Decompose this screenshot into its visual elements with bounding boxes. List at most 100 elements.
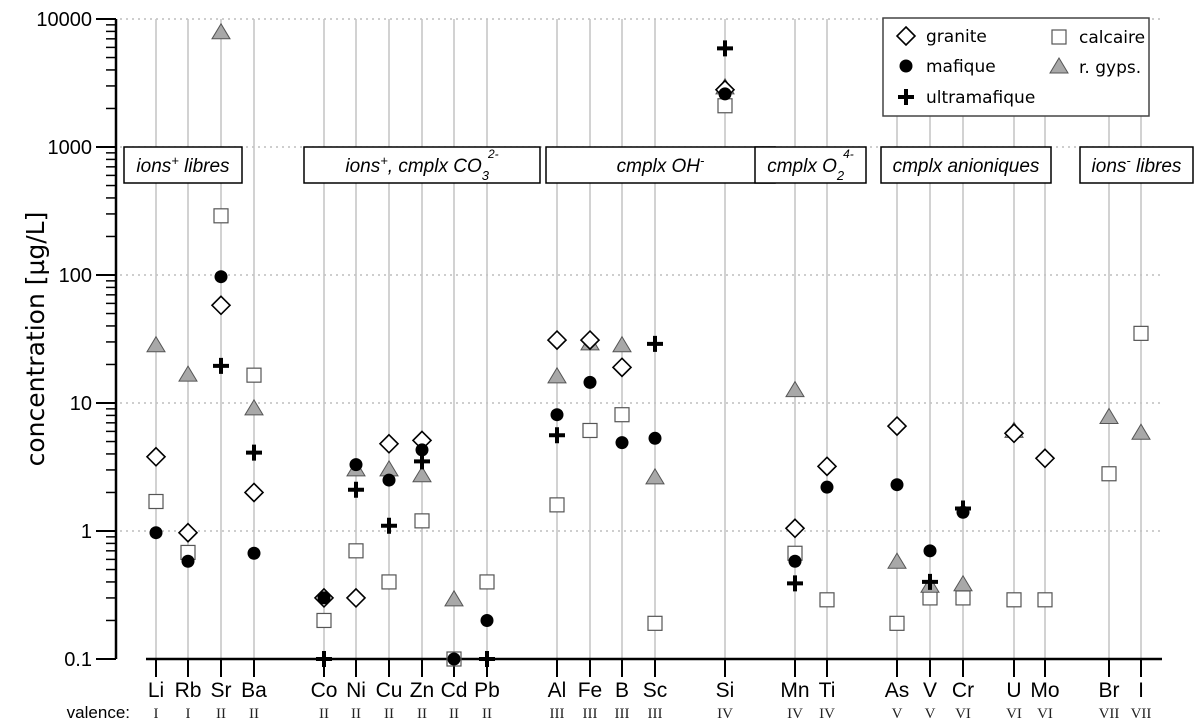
x-tick-label-zn: Zn — [410, 679, 435, 702]
data-point-ultramafique-zn — [414, 453, 430, 470]
y-tick-label: 10000 — [36, 9, 92, 31]
data-point-mafique-li — [149, 526, 163, 540]
data-point-mafique-cd — [447, 652, 461, 666]
x-tick-label-ni: Ni — [346, 679, 366, 702]
data-point-mafique-zn — [415, 443, 429, 457]
data-point-calcaire-sc — [647, 615, 663, 631]
data-point-granite-sr — [210, 295, 232, 316]
valence-label: VII — [1131, 706, 1152, 722]
data-point-calcaire-u — [1006, 592, 1022, 608]
data-point-ultramafique-cr — [955, 500, 971, 517]
legend-frame — [882, 17, 1150, 117]
data-point-calcaire-mo — [1037, 592, 1053, 608]
valence-label: IV — [819, 706, 835, 722]
data-point-granite-ba — [243, 482, 265, 503]
data-point-granite-u — [1003, 423, 1025, 444]
data-point-granite-b — [611, 357, 633, 378]
data-point-granite-al — [546, 329, 568, 351]
group-label-text: cmplx OH- — [617, 153, 705, 178]
circle-icon — [899, 59, 913, 73]
data-point-ultramafique-mn — [787, 575, 803, 592]
x-tick-label-as: As — [885, 679, 910, 702]
data-point-mafique-cu — [382, 473, 396, 487]
data-point-mafique-mn — [788, 554, 802, 568]
axes: 1000010001001010.1LiIRbISrIIBaIICoIINiII… — [36, 9, 1162, 722]
group-label-box: ions+ libres — [123, 146, 243, 184]
data-point-r_gyps-b — [612, 335, 632, 353]
data-point-calcaire-ba — [246, 367, 262, 383]
y-axis-label: concentration [µg/L] — [21, 212, 50, 467]
valence-label: II — [449, 706, 459, 722]
legend: granite calcaire mafique r. gyps. ultramafiq… — [882, 17, 1150, 117]
valence-title: valence: — [67, 703, 130, 722]
data-point-granite-mn — [784, 518, 806, 539]
valence-label: VII — [1099, 706, 1120, 722]
x-tick-label-li: Li — [148, 679, 164, 702]
group-box-frame — [303, 146, 541, 184]
x-tick-label-rb: Rb — [175, 679, 202, 702]
data-point-calcaire-cu — [381, 574, 397, 590]
x-tick-label-fe: Fe — [578, 679, 603, 702]
valence-label: III — [583, 706, 598, 722]
data-point-r_gyps-ba — [244, 398, 264, 416]
data-point-calcaire-sr — [213, 208, 229, 224]
triangle-icon — [1049, 57, 1069, 74]
legend-label: r. gyps. — [1079, 58, 1141, 78]
group-label-text: cmplx O24- — [767, 147, 854, 183]
x-tick-label-si: Si — [716, 679, 735, 702]
data-point-calcaire-zn — [414, 513, 430, 529]
data-point-calcaire-v — [922, 590, 938, 606]
y-tick-label: 10 — [70, 393, 92, 415]
valence-label: II — [216, 706, 226, 722]
diamond-icon — [895, 25, 917, 47]
data-point-r_gyps-as — [887, 552, 907, 569]
data-point-calcaire-li — [148, 493, 164, 510]
group-label-box: ions+, cmplx CO32- — [303, 146, 541, 184]
valence-label: V — [925, 706, 936, 722]
valence-label: VI — [1037, 706, 1053, 722]
valence-label: VI — [955, 706, 971, 722]
data-point-r_gyps-br — [1099, 407, 1119, 425]
x-tick-label-u: U — [1006, 679, 1021, 702]
data-point-r_gyps-cd — [444, 589, 464, 607]
data-point-calcaire-si — [717, 98, 733, 114]
group-box-frame — [123, 146, 243, 184]
valence-label: V — [892, 706, 903, 722]
legend-item-calcaire: calcaire — [1051, 28, 1145, 48]
data-point-r_gyps-sc — [645, 467, 665, 485]
x-tick-label-br: Br — [1099, 679, 1120, 702]
data-point-mafique-co — [317, 591, 331, 605]
series-granite — [145, 79, 1056, 609]
data-point-granite-ni — [345, 587, 367, 609]
x-tick-label-cd: Cd — [441, 679, 468, 702]
group-label-box: cmplx OH- — [545, 146, 776, 184]
data-markers — [145, 22, 1151, 667]
data-point-r_gyps-sr — [211, 22, 231, 40]
data-point-mafique-fe — [583, 375, 597, 389]
group-label-text: ions+, cmplx CO32- — [345, 147, 498, 183]
group-box-frame — [754, 146, 867, 184]
y-tick-label: 1000 — [48, 137, 93, 159]
data-point-mafique-ni — [349, 458, 363, 472]
valence-label: II — [249, 706, 259, 722]
data-point-calcaire-as — [889, 615, 905, 631]
data-point-ultramafique-sr — [213, 357, 229, 374]
valence-label: II — [384, 706, 394, 722]
valence-label: III — [615, 706, 630, 722]
valence-label: IV — [717, 706, 733, 722]
data-point-granite-fe — [579, 329, 601, 351]
x-tick-label-cu: Cu — [376, 679, 403, 702]
group-label-text: ions+ libres — [136, 153, 230, 178]
x-tick-label-mn: Mn — [780, 679, 809, 702]
x-tick-label-co: Co — [311, 679, 338, 702]
data-point-ultramafique-co — [316, 651, 332, 667]
x-tick-label-cr: Cr — [952, 679, 974, 702]
data-point-mafique-si — [718, 87, 732, 101]
group-label-box: cmplx anioniques — [880, 146, 1052, 184]
x-tick-label-b: B — [615, 679, 629, 702]
square-icon — [1051, 29, 1067, 45]
series-mafique — [149, 87, 970, 666]
data-point-ultramafique-ni — [348, 481, 364, 498]
data-point-calcaire-co — [316, 612, 332, 629]
